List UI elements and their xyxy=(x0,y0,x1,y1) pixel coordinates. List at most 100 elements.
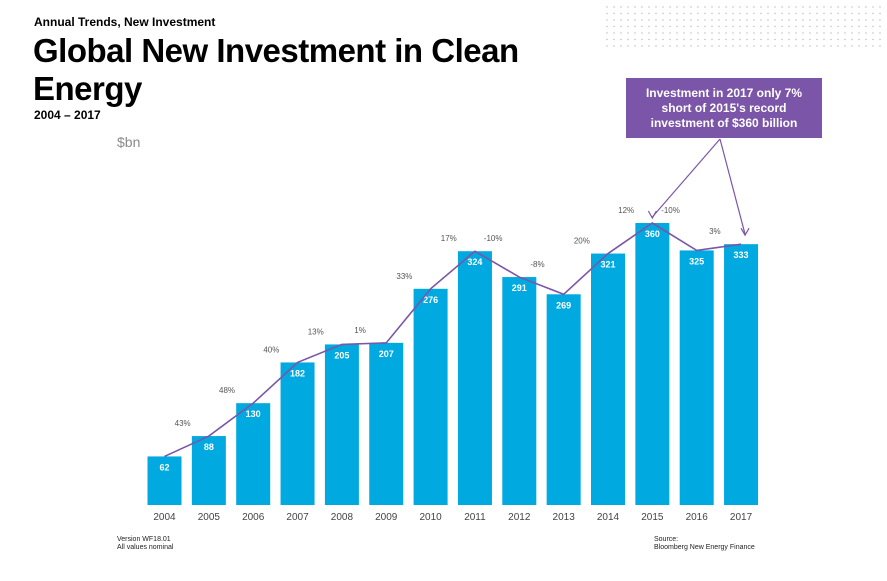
decorative-dot xyxy=(872,12,874,15)
decorative-dot xyxy=(753,25,755,28)
decorative-dot xyxy=(802,12,804,15)
decorative-dot xyxy=(844,32,846,34)
bar-value-label-2009: 207 xyxy=(379,349,394,359)
decorative-dot xyxy=(823,19,825,21)
decorative-dot xyxy=(788,6,790,8)
decorative-dot xyxy=(851,6,853,8)
decorative-dot xyxy=(641,19,643,21)
chart-title: Global New Investment in Clean Energy xyxy=(33,32,519,107)
decorative-dot xyxy=(802,6,804,8)
decorative-dot xyxy=(690,45,692,47)
x-tick-label-2015: 2015 xyxy=(641,512,664,523)
decorative-dot xyxy=(788,32,790,34)
decorative-dot xyxy=(760,45,762,47)
decorative-dot xyxy=(774,12,776,15)
decorative-dot xyxy=(606,25,608,28)
decorative-dot xyxy=(774,6,776,8)
bar-2015 xyxy=(635,223,670,505)
decorative-dot xyxy=(606,45,608,47)
decorative-dot xyxy=(753,38,755,41)
growth-label-2008: 13% xyxy=(308,327,324,336)
y-axis-unit: $bn xyxy=(117,134,141,150)
decorative-dot xyxy=(725,6,727,8)
decorative-dot xyxy=(837,45,839,47)
decorative-dot xyxy=(830,19,832,21)
decorative-dot xyxy=(690,25,692,28)
decorative-dot xyxy=(851,19,853,21)
decorative-dot xyxy=(872,25,874,28)
decorative-dot xyxy=(641,6,643,8)
decorative-dot xyxy=(865,45,867,47)
decorative-dot xyxy=(858,25,860,28)
decorative-dot xyxy=(634,6,636,8)
bar-2004 xyxy=(147,456,182,505)
decorative-dot xyxy=(844,38,846,41)
decorative-dot xyxy=(851,45,853,47)
decorative-dot xyxy=(655,19,657,21)
values-note: All values nominal xyxy=(117,544,174,551)
decorative-dot xyxy=(781,45,783,47)
decorative-dot xyxy=(879,12,881,15)
decorative-dot xyxy=(725,12,727,15)
decorative-dot xyxy=(711,25,713,28)
decorative-dot xyxy=(711,19,713,21)
decorative-dot xyxy=(627,45,629,47)
decorative-dot xyxy=(641,25,643,28)
decorative-dot xyxy=(795,25,797,28)
decorative-dot xyxy=(711,45,713,47)
decorative-dot xyxy=(648,19,650,21)
decorative-dot xyxy=(767,12,769,15)
decorative-dot xyxy=(669,38,671,41)
bar-value-label-2017: 333 xyxy=(734,250,749,260)
growth-label-2009: 1% xyxy=(354,326,366,335)
decorative-dot xyxy=(634,38,636,41)
decorative-dot xyxy=(781,12,783,15)
decorative-dot xyxy=(676,6,678,8)
decorative-dot xyxy=(613,32,615,34)
bar-2013 xyxy=(546,294,581,505)
x-tick-label-2010: 2010 xyxy=(419,512,442,523)
bar-value-label-2010: 276 xyxy=(423,295,438,305)
decorative-dot xyxy=(732,32,734,34)
decorative-dot xyxy=(690,12,692,15)
decorative-dot xyxy=(872,32,874,34)
x-tick-label-2016: 2016 xyxy=(686,512,709,523)
decorative-dot xyxy=(725,45,727,47)
decorative-dot xyxy=(774,19,776,21)
bar-2017 xyxy=(724,244,759,505)
decorative-dot xyxy=(774,38,776,41)
decorative-dot xyxy=(858,38,860,41)
decorative-dot xyxy=(704,12,706,15)
decorative-dot xyxy=(697,19,699,21)
growth-label-2013: -8% xyxy=(530,260,544,269)
decorative-dot xyxy=(879,19,881,21)
x-tick-label-2006: 2006 xyxy=(242,512,265,523)
footer-source: Source: Bloomberg New Energy Finance xyxy=(654,536,755,552)
decorative-dot xyxy=(872,19,874,21)
decorative-dot xyxy=(872,38,874,41)
bar-value-label-2016: 325 xyxy=(689,256,704,266)
bar-value-label-2012: 291 xyxy=(512,283,527,293)
decorative-dot xyxy=(781,38,783,41)
decorative-dot xyxy=(620,32,622,34)
decorative-dot xyxy=(718,6,720,8)
decorative-dot xyxy=(823,38,825,41)
decorative-dot xyxy=(781,32,783,34)
decorative-dot xyxy=(634,25,636,28)
bar-value-label-2007: 182 xyxy=(290,368,305,378)
decorative-dot xyxy=(809,6,811,8)
callout-arrow-2015 xyxy=(651,138,721,218)
decorative-dot xyxy=(823,6,825,8)
bar-2009 xyxy=(369,342,404,505)
footer-version: Version WF18.01 All values nominal xyxy=(117,536,173,552)
decorative-dot xyxy=(669,6,671,8)
decorative-dot xyxy=(781,6,783,8)
decorative-dot xyxy=(732,19,734,21)
growth-label-2007: 40% xyxy=(263,345,279,354)
decorative-dot xyxy=(872,6,874,8)
decorative-dot xyxy=(697,6,699,8)
decorative-dot xyxy=(690,38,692,41)
decorative-dot xyxy=(655,45,657,47)
x-tick-label-2013: 2013 xyxy=(553,512,576,523)
decorative-dot xyxy=(739,45,741,47)
